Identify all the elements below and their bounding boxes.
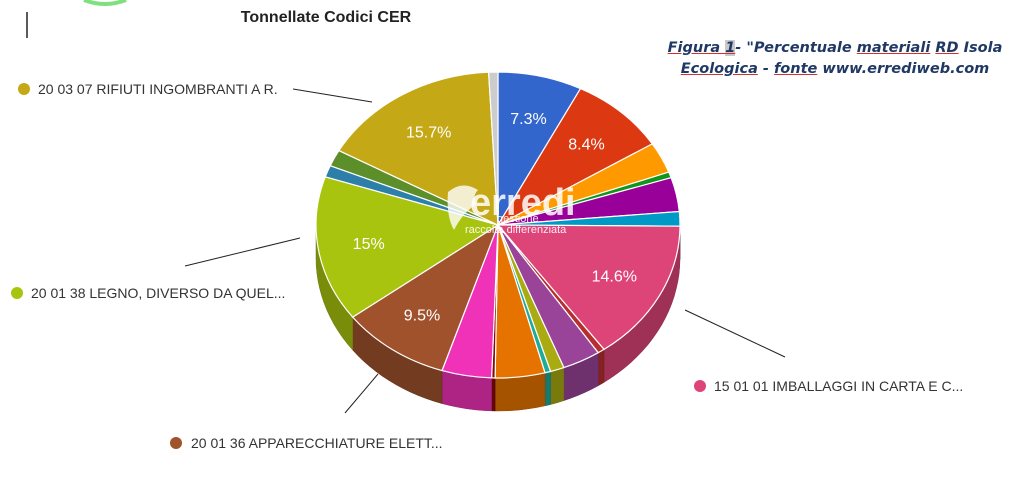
legend-label-18: 20 03 07 RIFIUTI INGOMBRANTI A R. [38,81,278,97]
figure-number: 1 [725,40,736,56]
legend-dot-6 [694,380,706,392]
caption-line-2: Ecologica - fonte www.errediweb.com [680,61,990,77]
chart-title: Tonnellate Codici CER [241,9,412,26]
legend-dot-18 [18,83,30,95]
legend-label-6: 15 01 01 IMBALLAGGI IN CARTA E C... [714,378,963,394]
pie-slice-6 [496,224,681,351]
pie-sides [315,224,681,412]
slice-labels: 7.3% 8.4% 14.6% 9.5% 15% 15.7% [353,111,637,325]
watermark-line1: gestione [497,213,539,225]
legend-label-15: 20 01 38 LEGNO, DIVERSO DA QUEL... [31,285,285,301]
legend-dot-14 [170,437,182,449]
callout-line-18 [292,88,373,103]
pie-slice-14 [351,223,500,372]
erredi-watermark: erredi gestione raccolta differenziata [447,182,576,236]
watermark-brand: erredi [470,182,576,224]
watermark-line2: raccolta differenziata [465,224,567,236]
pie-side-7 [597,348,605,387]
callout-line-6 [684,309,786,358]
legend-callouts: 15 01 01 IMBALLAGGI IN CARTA E C... 20 01… [11,81,963,451]
slice-label-0: 7.3% [510,111,546,128]
figure-caption: Figura 1- "Percentuale materiali RD Isol… [640,38,1024,80]
legend-dot-15 [11,287,23,299]
bird-logo-icon [447,185,478,230]
green-arc-fragment [83,0,127,6]
slice-label-14: 9.5% [404,308,440,325]
slice-label-15: 15% [353,236,385,253]
callout-line-15 [184,237,301,267]
slice-label-1: 8.4% [568,137,604,154]
pie-slice-19 [487,71,499,226]
pie-side-10 [544,371,551,407]
legend-label-14: 20 01 36 APPARECCHIATURE ELETT... [191,435,443,451]
slice-label-6: 14.6% [592,269,637,286]
pie-slices [315,71,681,379]
pie-side-9 [550,367,565,405]
caption-line-1: Figura 1- "Percentuale materiali RD Isol… [667,40,1003,56]
decorations [26,0,127,38]
pie-side-12 [491,377,496,412]
pie-slice-15 [315,176,500,318]
pie-slice-1 [496,87,654,227]
callout-line-14 [344,373,379,414]
slice-label-18: 15.7% [406,125,451,142]
